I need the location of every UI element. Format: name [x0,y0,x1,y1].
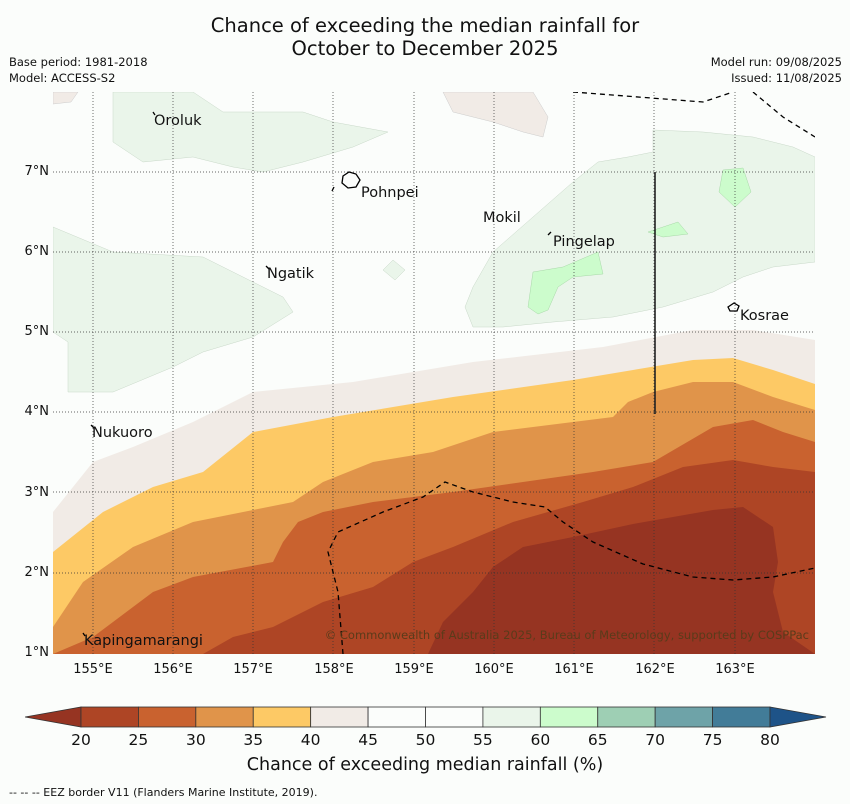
colorbar-bin [138,706,197,728]
map-area [53,92,815,654]
region-40-45-corner [53,92,79,105]
colorbar-tick-label: 35 [243,731,264,749]
colorbar-title: Chance of exceeding median rainfall (%) [246,755,604,775]
region-55-60-west [53,226,294,393]
colorbar-tick-label: 25 [128,731,149,749]
colorbar-tick-label: 45 [358,731,378,749]
graticule [53,92,815,654]
lat-tick-7n: 7°N [24,164,50,179]
lat-tick-3n: 3°N [24,485,50,500]
colorbar-under-arrow [25,706,82,728]
region-55-60-east [464,129,815,328]
title-line-2: October to December 2025 [291,37,559,60]
lat-tick-1n: 1°N [24,645,50,660]
lon-tick-163e: 163°E [715,662,755,677]
title-line-1: Chance of exceeding the median rainfall … [210,14,640,37]
region-55-60-north [112,92,389,173]
region-55-60-small [382,259,406,281]
eez-footnote: -- -- -- EEZ border V11 (Flanders Marine… [9,786,318,799]
colorbar-tick-label: 20 [71,731,91,749]
place-pingelap: Pingelap [553,234,615,250]
colorbar-bin [310,706,369,728]
colorbar [25,706,827,728]
colorbar-bin [712,706,771,728]
lon-tick-162e: 162°E [635,662,675,677]
place-ngatik: Ngatik [267,266,315,282]
place-kosrae: Kosrae [740,308,789,324]
lon-tick-161e: 161°E [554,662,594,677]
lon-tick-155e: 155°E [73,662,113,677]
lon-tick-159e: 159°E [394,662,434,677]
colorbar-tick-label: 55 [473,731,493,749]
band-below-20 [428,507,815,654]
colorbar-bin [252,706,312,728]
region-40-45-north [442,92,549,138]
kosrae-outline [727,302,740,312]
model-info: Base period: 1981-2018 Model: ACCESS-S2 [9,54,148,86]
region-60-65-c [718,167,752,208]
colorbar-tick-label: 80 [760,731,780,749]
issued-date: Issued: 11/08/2025 [731,71,842,85]
colorbar-bin [80,706,139,728]
colorbar-tick-label: 65 [587,731,608,749]
colorbar-over-arrow [769,706,827,728]
lon-tick-158e: 158°E [314,662,354,677]
run-info: Model run: 09/08/2025 Issued: 11/08/2025 [711,54,842,86]
colorbar-bin [597,706,656,728]
colorbar-bins [80,706,771,728]
place-nukuoro: Nukuoro [92,425,153,441]
colorbar-bin [539,706,599,728]
lat-tick-5n: 5°N [24,324,50,339]
lon-tick-157e: 157°E [233,662,273,677]
lat-tick-2n: 2°N [24,565,50,580]
base-period: Base period: 1981-2018 [9,55,148,69]
place-mokil: Mokil [483,210,521,226]
model-name: Model: ACCESS-S2 [9,71,116,85]
map-svg [53,92,815,654]
colorbar-tick-label: 75 [702,731,723,749]
colorbar-tick-label: 40 [300,731,321,749]
eez-border [327,92,815,654]
region-60-65-b [647,221,689,238]
place-oroluk: Oroluk [154,113,202,129]
colorbar-tick-label: 50 [415,731,436,749]
colorbar-tick-label: 70 [645,731,666,749]
map-title: Chance of exceeding the median rainfall … [0,14,850,60]
place-kapingamarangi: Kapingamarangi [84,633,203,649]
place-pohnpei: Pohnpei [361,185,419,201]
lat-tick-6n: 6°N [24,244,50,259]
colorbar-bin [482,706,541,728]
region-60-65-a [527,251,604,315]
colorbar-tick-label: 60 [530,731,551,749]
colorbar-tick-label: 30 [185,731,206,749]
lat-tick-4n: 4°N [24,404,50,419]
colorbar-bin [654,706,713,728]
colorbar-bin [195,706,254,728]
islands [82,111,740,637]
pohnpei-outline [341,171,361,189]
copyright-notice: © Commonwealth of Australia 2025, Bureau… [324,628,809,642]
lon-tick-156e: 156°E [153,662,193,677]
colorbar-bin [425,706,484,728]
colorbar-bin [367,706,426,728]
model-run-date: Model run: 09/08/2025 [710,55,842,69]
lon-tick-160e: 160°E [474,662,514,677]
